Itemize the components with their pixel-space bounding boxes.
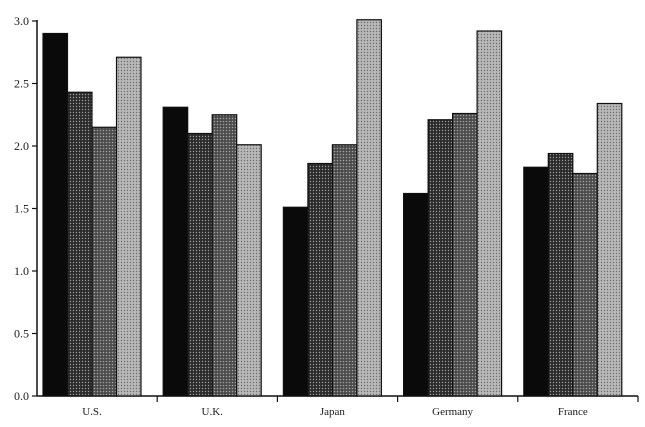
- y-tick-label: 3.0: [14, 14, 29, 28]
- x-tick-label: France: [558, 406, 588, 418]
- bar: [307, 162, 333, 397]
- bar: [356, 19, 382, 397]
- x-tick-label: U.S.: [82, 406, 102, 418]
- bar: [162, 106, 189, 397]
- bar: [187, 132, 213, 397]
- y-tick-label: 1.0: [14, 264, 29, 278]
- x-axis: U.S. U.K. Japan Germany France: [37, 395, 639, 418]
- bar: [403, 192, 429, 397]
- y-tick-label: 1.5: [14, 202, 29, 216]
- bar: [523, 166, 549, 397]
- y-tick-label: 0.0: [14, 389, 29, 403]
- y-axis: 0.0 0.5 1.0 1.5 2.0 2.5 3.0: [14, 14, 38, 403]
- bar: [427, 119, 454, 397]
- x-tick-label: Japan: [320, 406, 346, 418]
- bar: [596, 102, 623, 397]
- bar: [236, 144, 262, 397]
- x-tick-label: Germany: [432, 406, 473, 418]
- bar: [115, 56, 142, 397]
- bar: [476, 30, 503, 397]
- bar: [331, 144, 358, 397]
- bar: [66, 91, 93, 397]
- bar: [91, 126, 118, 397]
- y-tick-label: 0.5: [14, 327, 29, 341]
- bar: [42, 32, 69, 397]
- bar: [282, 206, 309, 397]
- bar: [572, 172, 598, 397]
- bars: [42, 19, 623, 397]
- bar: [547, 152, 574, 397]
- y-tick-label: 2.0: [14, 139, 29, 153]
- bar: [452, 112, 478, 397]
- y-tick-label: 2.5: [14, 77, 29, 91]
- x-tick-label: U.K.: [202, 406, 224, 418]
- bar: [211, 114, 238, 397]
